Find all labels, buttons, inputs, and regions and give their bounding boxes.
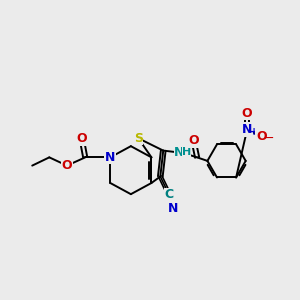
Text: N: N <box>174 146 184 159</box>
Text: O: O <box>242 107 253 120</box>
Text: O: O <box>188 134 199 147</box>
Text: S: S <box>134 132 143 145</box>
Text: N: N <box>242 123 252 136</box>
Text: O: O <box>76 132 87 145</box>
Text: C: C <box>165 188 174 201</box>
Text: N: N <box>105 151 116 164</box>
Text: H: H <box>178 148 188 158</box>
Text: −: − <box>263 132 274 145</box>
Text: H: H <box>182 147 191 158</box>
Text: O: O <box>62 159 72 172</box>
Text: N: N <box>168 202 179 215</box>
Text: O: O <box>256 130 267 143</box>
Text: +: + <box>250 127 258 137</box>
